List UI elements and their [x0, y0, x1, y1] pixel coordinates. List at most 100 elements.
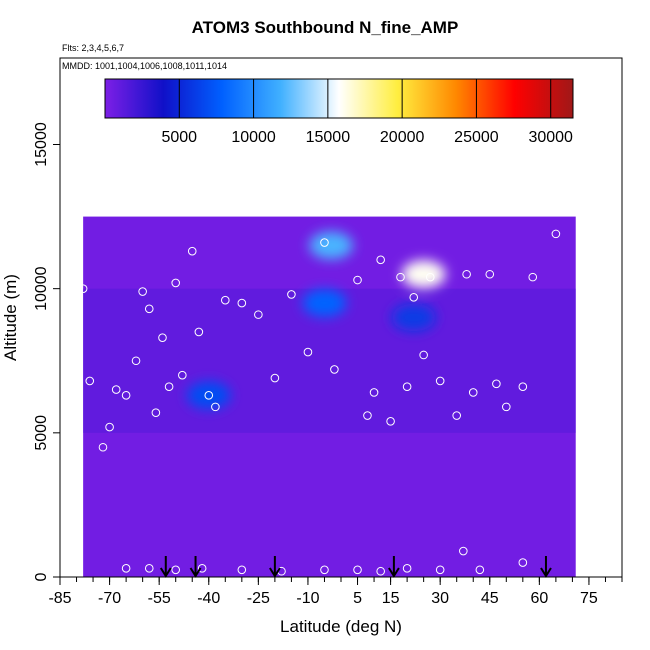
sample-point	[435, 376, 445, 386]
sample-point	[419, 350, 428, 360]
sample-point	[518, 558, 528, 567]
y-tick-label: 15000	[33, 122, 50, 167]
sample-point	[363, 411, 372, 420]
sample-point	[376, 566, 385, 576]
sample-point	[518, 382, 528, 392]
sample-point	[197, 564, 207, 573]
colorbar-tick-label: 5000	[161, 129, 197, 146]
flight-marker-arrow	[388, 556, 400, 578]
sample-point	[386, 417, 395, 426]
sample-point	[409, 293, 419, 302]
sample-point	[204, 391, 214, 400]
y-tick-label: 10000	[33, 266, 50, 311]
dates-note: MMDD: 1001,1004,1006,1008,1011,1014	[62, 61, 227, 71]
sample-point	[194, 327, 204, 337]
sample-point	[353, 275, 362, 285]
sample-point	[144, 564, 154, 573]
sample-point	[151, 408, 161, 417]
colorbar-tick-label: 30000	[528, 129, 573, 146]
sample-point	[78, 284, 88, 293]
sample-point	[452, 411, 462, 420]
x-tick-label: -10	[296, 590, 319, 607]
sample-point	[396, 272, 405, 282]
sample-point	[402, 564, 412, 573]
curtain-hotspot	[391, 303, 436, 332]
sample-point	[85, 376, 95, 386]
sample-point	[144, 304, 154, 314]
flight-marker-arrow	[269, 556, 281, 578]
sample-point	[178, 370, 187, 380]
sample-point	[237, 298, 247, 308]
flight-marker-arrow	[540, 556, 552, 578]
sample-point	[131, 356, 141, 366]
sample-point	[111, 385, 121, 394]
sample-point	[237, 565, 247, 575]
sample-point	[164, 382, 174, 392]
sample-point	[402, 382, 412, 392]
sample-point	[330, 365, 339, 374]
sample-point	[376, 255, 385, 265]
arrow-head	[388, 567, 400, 578]
sample-point	[435, 565, 445, 575]
y-tick-label: 0	[33, 572, 50, 581]
sample-point	[475, 565, 485, 575]
sample-point	[468, 388, 478, 397]
sample-point	[485, 269, 495, 279]
flights-note: Flts: 2,3,4,5,6,7	[62, 43, 125, 53]
colorbar-tick-label: 10000	[231, 129, 276, 146]
colorbar-tick-label: 20000	[380, 129, 425, 146]
sample-point	[369, 388, 379, 397]
sample-point	[171, 565, 181, 575]
arrow-head	[189, 567, 202, 578]
sample-point	[138, 287, 147, 296]
sample-point	[320, 565, 329, 575]
sample-point	[270, 373, 280, 383]
sample-point	[105, 422, 114, 432]
sample-point	[220, 295, 230, 305]
x-tick-label: 30	[431, 590, 449, 607]
colorbar	[104, 78, 574, 119]
curtain-hotspot	[186, 381, 231, 410]
sample-point	[254, 310, 263, 319]
arrow-head	[540, 567, 552, 578]
chart-title: ATOM3 Southbound N_fine_AMP	[191, 18, 459, 37]
sample-point	[492, 379, 501, 389]
curtain-hotspots	[186, 231, 446, 410]
curtain-hotspot	[401, 260, 446, 289]
x-tick-label: 60	[530, 590, 548, 607]
sample-point	[459, 546, 468, 556]
sample-point	[121, 391, 131, 400]
y-tick-label: 5000	[33, 415, 50, 451]
x-tick-label: 15	[382, 590, 400, 607]
x-axis-label: Latitude (deg N)	[280, 617, 402, 636]
sample-point	[320, 238, 329, 247]
sample-point	[501, 402, 511, 412]
x-tick-label: -85	[48, 590, 71, 607]
sample-point	[287, 290, 296, 299]
sample-point	[303, 347, 313, 357]
x-tick-label: 75	[580, 590, 598, 607]
arrow-head	[159, 567, 172, 578]
flight-marker-arrow	[159, 556, 172, 578]
x-tick-label: -25	[247, 590, 270, 607]
sample-point	[528, 272, 538, 282]
flight-marker-arrow	[189, 556, 202, 578]
x-tick-label: -70	[98, 590, 121, 607]
curtain-hotspot	[309, 231, 354, 260]
y-axis-label: Altitude (m)	[1, 274, 20, 361]
sample-point	[171, 278, 181, 288]
arrow-head	[269, 567, 281, 578]
x-tick-label: -40	[197, 590, 220, 607]
sample-point	[158, 333, 167, 342]
curtain-hotspot	[302, 289, 347, 318]
sample-point	[353, 565, 362, 575]
sample-point	[462, 269, 471, 279]
colorbar-tick-label: 25000	[454, 129, 499, 146]
sample-point	[551, 229, 561, 239]
x-tick-label: 45	[481, 590, 499, 607]
x-tick-label: 5	[353, 590, 362, 607]
sample-point	[98, 442, 108, 452]
colorbar-tick-label: 15000	[306, 129, 351, 146]
sample-point	[211, 402, 220, 412]
